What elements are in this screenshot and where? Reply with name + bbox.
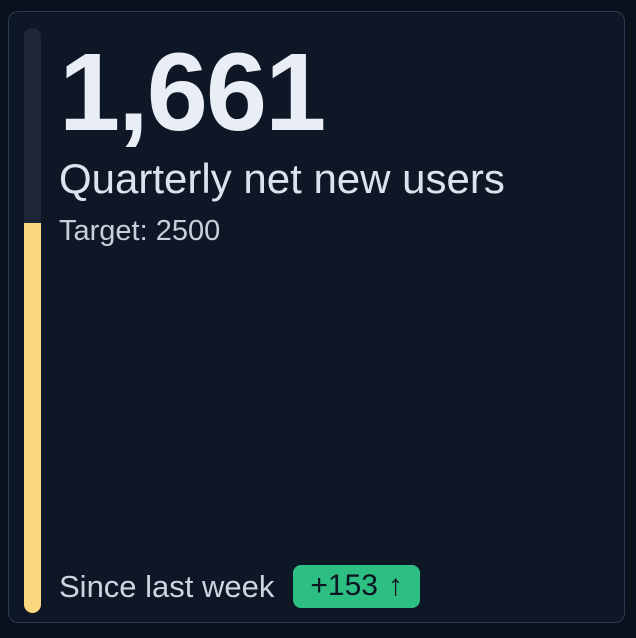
gauge-fill xyxy=(24,222,41,613)
target-label: Target: 2500 xyxy=(59,215,221,248)
up-arrow-icon: ↑ xyxy=(387,569,403,602)
stat-panel: 1,661 Quarterly net new users Target: 25… xyxy=(8,11,625,623)
since-last-week-label: Since last week xyxy=(59,568,275,604)
delta-badge: +153 ↑ xyxy=(293,565,420,608)
stat-title: Quarterly net new users xyxy=(59,154,505,202)
target-gauge-bar xyxy=(24,28,41,613)
stat-value: 1,661 xyxy=(59,31,326,154)
delta-value: +153 xyxy=(310,569,378,602)
stat-content: 1,661 Quarterly net new users Target: 25… xyxy=(59,12,614,248)
footer-row: Since last week +153 ↑ xyxy=(59,565,420,608)
